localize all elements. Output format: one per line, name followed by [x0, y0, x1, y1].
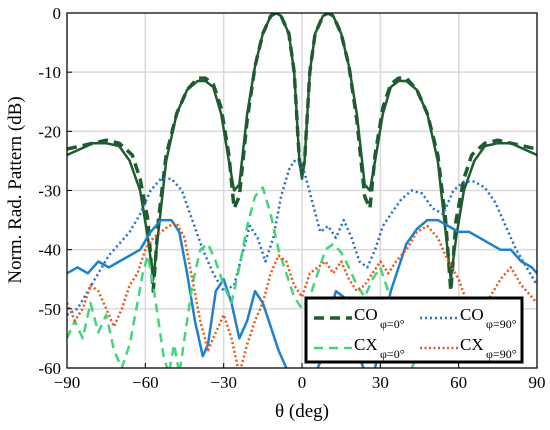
legend: CO φ=0° CO φ=90°CX φ=0° CX φ=90°	[304, 296, 524, 364]
legend-label: CO	[460, 305, 484, 324]
ticks: −90 −60 −30 0 30 60 90 0 -10 -20 -30 -40 -50 -60	[38, 4, 545, 392]
y-tick-label: -50	[38, 300, 61, 319]
y-tick-label: -60	[38, 359, 61, 378]
legend-sublabel: φ=0°	[380, 317, 405, 331]
series-line-4	[67, 218, 537, 368]
legend-label: CO	[354, 305, 378, 324]
x-tick-label: −30	[210, 373, 237, 392]
legend-label: CX	[460, 335, 484, 354]
legend-sublabel: φ=0°	[380, 347, 405, 361]
legend-sublabel: φ=90°	[486, 317, 517, 331]
x-tick-label: −90	[54, 373, 81, 392]
series-line-2	[67, 13, 537, 281]
legend-label: CX	[354, 335, 378, 354]
series-line-3	[67, 159, 537, 316]
legend-sublabel: φ=90°	[486, 347, 517, 361]
y-tick-label: 0	[53, 4, 62, 23]
x-tick-label: 60	[450, 373, 467, 392]
y-tick-label: -10	[38, 63, 61, 82]
x-tick-label: 90	[529, 373, 546, 392]
x-axis-label: θ (deg)	[275, 401, 329, 422]
x-tick-label: 30	[372, 373, 389, 392]
y-tick-label: -20	[38, 122, 61, 141]
y-tick-label: -30	[38, 182, 61, 201]
x-tick-label: −60	[132, 373, 159, 392]
y-tick-label: -40	[38, 241, 61, 260]
y-axis-label: Norm. Rad. Pattern (dB)	[5, 96, 26, 283]
series-line-6	[67, 221, 537, 368]
x-tick-label: 0	[298, 373, 307, 392]
legend-box	[304, 296, 524, 364]
